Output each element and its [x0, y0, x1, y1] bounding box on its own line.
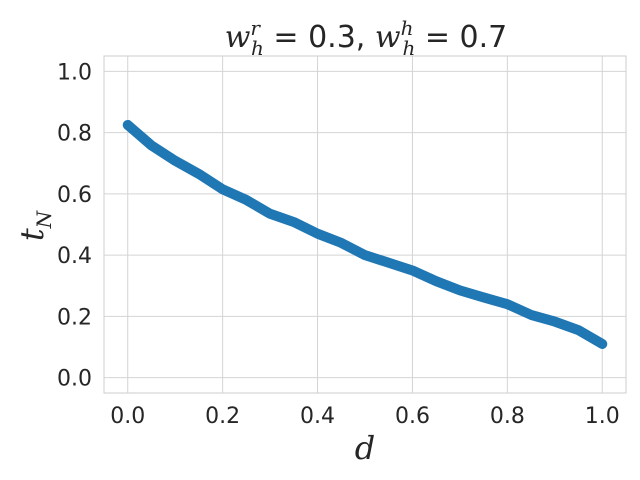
series-line — [122, 119, 608, 349]
y-tick-label: 0.6 — [57, 183, 92, 208]
title-sup-r: r — [250, 16, 261, 40]
y-tick-label: 0.4 — [57, 244, 92, 269]
title-value-2: = 0.7 — [415, 20, 507, 55]
x-tick-label: 0.6 — [395, 404, 430, 429]
y-axis-label-base: t — [13, 228, 51, 241]
y-tick-label: 0.2 — [57, 305, 92, 330]
x-tick-label: 0.4 — [300, 404, 335, 429]
x-axis-label: d — [355, 429, 375, 467]
y-tick-label: 0.8 — [57, 122, 92, 147]
x-tick-label: 0.2 — [205, 404, 240, 429]
title-sup-h: h — [401, 16, 414, 40]
y-axis-label: tN — [13, 209, 56, 241]
tick-labels: 0.0 0.2 0.4 0.6 0.8 1.0 0.0 0.2 0.4 0.6 0.8 1.0 — [57, 60, 620, 429]
x-tick-label: 1.0 — [585, 404, 620, 429]
x-tick-label: 0.0 — [110, 404, 145, 429]
x-tick-label: 0.8 — [490, 404, 525, 429]
title-w-h: w — [375, 20, 401, 55]
y-tick-label: 0.0 — [57, 367, 92, 392]
chart-title: wr h = 0.3, wh h = 0.7 — [225, 16, 508, 60]
y-axis-label-sub: N — [32, 209, 56, 229]
title-sub-h1: h — [251, 36, 264, 60]
plot-area — [103, 55, 627, 394]
title-sub-h2: h — [402, 36, 415, 60]
title-w-r: w — [225, 20, 251, 55]
y-tick-label: 1.0 — [57, 60, 92, 85]
series-layer — [122, 119, 608, 349]
title-value-1: = 0.3, — [264, 20, 375, 55]
